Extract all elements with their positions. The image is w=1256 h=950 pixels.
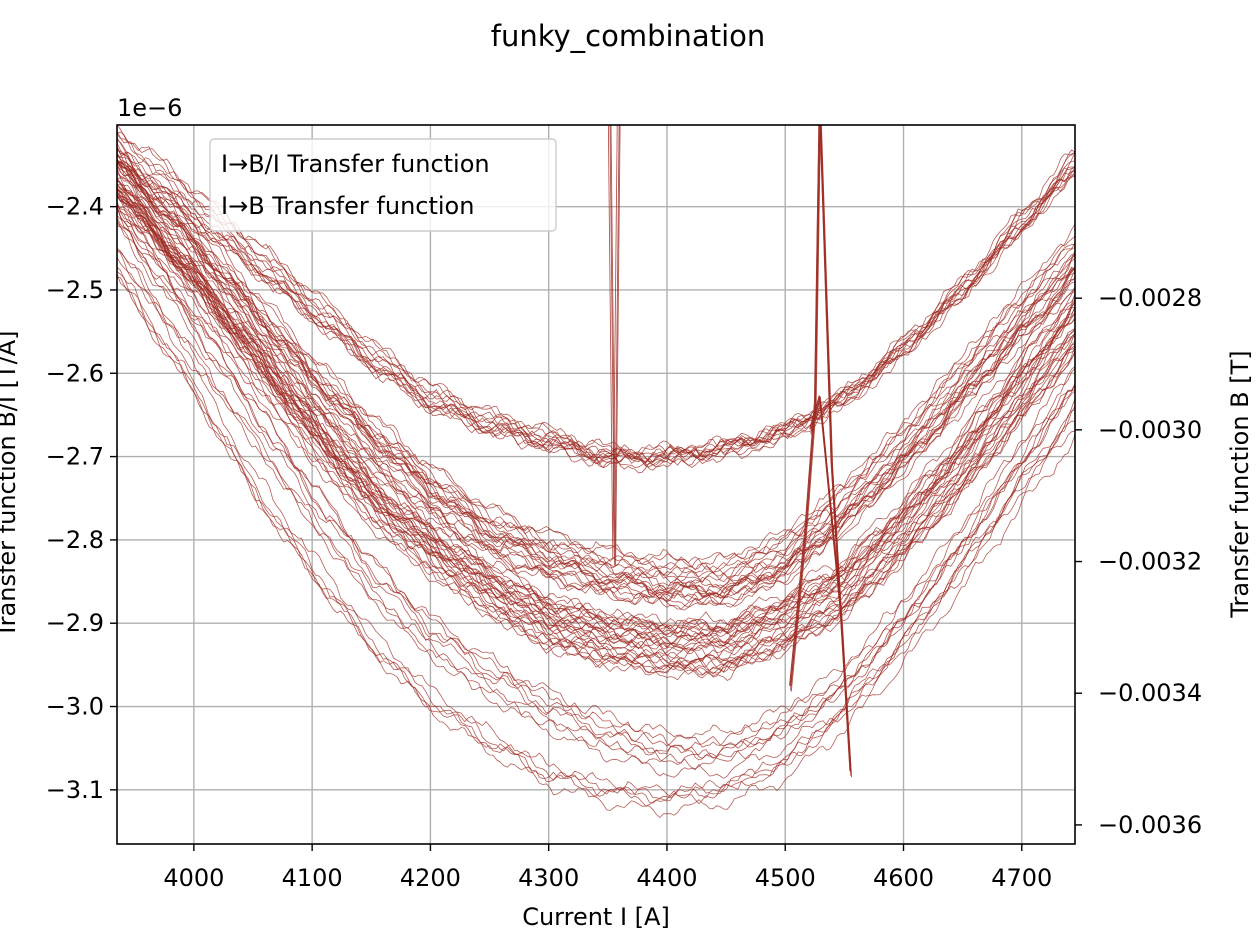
x-tick-label: 4700 (991, 864, 1052, 892)
ratio-series-line (117, 149, 1075, 635)
ratio-series-line (117, 276, 1075, 819)
field-series-line (610, 125, 621, 566)
ratio-series-line (117, 189, 1075, 652)
ratio-series-line (117, 159, 1075, 578)
legend: I→B/I Transfer function I→B Transfer fun… (209, 138, 557, 232)
legend-box (209, 138, 557, 232)
ratio-series-line (117, 154, 1075, 474)
plot-frame (116, 124, 1076, 845)
left-y-tick-label: −2.8 (46, 526, 104, 554)
ratio-series-line (117, 173, 1075, 606)
right-y-tick-label: −0.0028 (1098, 284, 1202, 312)
ratio-series-line (117, 206, 1075, 740)
ratio-series-line (117, 160, 1075, 578)
ratio-series-line (117, 137, 1075, 571)
right-y-axis-label: Transfer function B [T] (1226, 350, 1254, 618)
x-axis-ticks: 4000 4100 4200 4300 4400 4500 4600 4700 (163, 844, 1052, 892)
x-axis-label: Current I [A] (522, 903, 670, 931)
left-y-tick-label: −3.0 (46, 693, 104, 721)
data-lines (117, 125, 1075, 819)
ratio-series-line (117, 251, 1075, 765)
ratio-series-line (117, 205, 1075, 751)
ratio-series-line (117, 195, 1075, 638)
x-tick-label: 4300 (518, 864, 579, 892)
ratio-series-line (117, 158, 1075, 641)
ratio-series-line (117, 151, 1075, 464)
ratio-series-line (117, 222, 1075, 676)
ratio-series-line (117, 195, 1075, 671)
ratio-series-line (117, 159, 1075, 595)
left-y-tick-label: −2.5 (46, 276, 104, 304)
ratio-series-line (117, 188, 1075, 630)
right-y-tick-label: −0.0030 (1098, 416, 1202, 444)
ratio-series-line (117, 266, 1075, 799)
left-y-tick-label: −2.7 (46, 443, 104, 471)
x-tick-label: 4000 (163, 864, 224, 892)
x-tick-label: 4500 (755, 864, 816, 892)
field-series-line (607, 125, 618, 560)
ratio-series-line (117, 184, 1075, 660)
x-tick-label: 4100 (282, 864, 343, 892)
ratio-series-line (117, 154, 1075, 634)
plot-area (117, 125, 1075, 844)
ratio-series-line (117, 247, 1075, 770)
x-tick-label: 4400 (636, 864, 697, 892)
ratio-series-line (117, 215, 1075, 759)
left-y-axis-label: Transfer function B/I [T/A] (0, 331, 21, 639)
ratio-series-line (117, 142, 1075, 464)
ratio-series-line (117, 162, 1075, 589)
ratio-series-line (117, 217, 1075, 748)
ratio-series-line (117, 125, 1075, 456)
right-y-tick-label: −0.0036 (1098, 811, 1202, 839)
ratio-series-line (117, 195, 1075, 600)
left-y-tick-label: −2.4 (46, 193, 104, 221)
ratio-series-line (117, 152, 1075, 468)
field-series-line (790, 125, 853, 778)
ratio-series-line (117, 130, 1075, 460)
right-y-axis-ticks: −0.0028 −0.0030 −0.0032 −0.0034 −0.0036 (1075, 284, 1202, 839)
ratio-series-line (117, 164, 1075, 588)
ratio-series-line (117, 210, 1075, 682)
x-tick-label: 4200 (400, 864, 461, 892)
ratio-series-line (117, 225, 1075, 761)
ratio-series-line (117, 201, 1075, 669)
left-y-tick-label: −2.6 (46, 359, 104, 387)
legend-entry-field: I→B Transfer function (221, 192, 474, 220)
ratio-series-line (117, 196, 1075, 676)
ratio-series-line (117, 131, 1075, 463)
legend-entry-ratio: I→B/I Transfer function (221, 150, 490, 178)
ratio-series-line (117, 184, 1075, 582)
right-y-tick-label: −0.0034 (1098, 679, 1202, 707)
left-axis-offset-label: 1e−6 (117, 94, 182, 122)
right-y-tick-label: −0.0032 (1098, 548, 1202, 576)
ratio-series-line (117, 273, 1075, 804)
chart-title: funky_combination (491, 19, 766, 53)
x-tick-label: 4600 (873, 864, 934, 892)
left-y-tick-label: −2.9 (46, 609, 104, 637)
left-y-tick-label: −3.1 (46, 776, 104, 804)
ratio-series-line (117, 149, 1075, 464)
ratio-series-line (117, 195, 1075, 649)
field-series-line (609, 125, 620, 566)
ratio-series-line (117, 256, 1075, 799)
ratio-series-line (117, 148, 1075, 583)
left-y-axis-ticks: −2.4 −2.5 −2.6 −2.7 −2.8 −2.9 −3.0 −3.1 (46, 193, 117, 804)
